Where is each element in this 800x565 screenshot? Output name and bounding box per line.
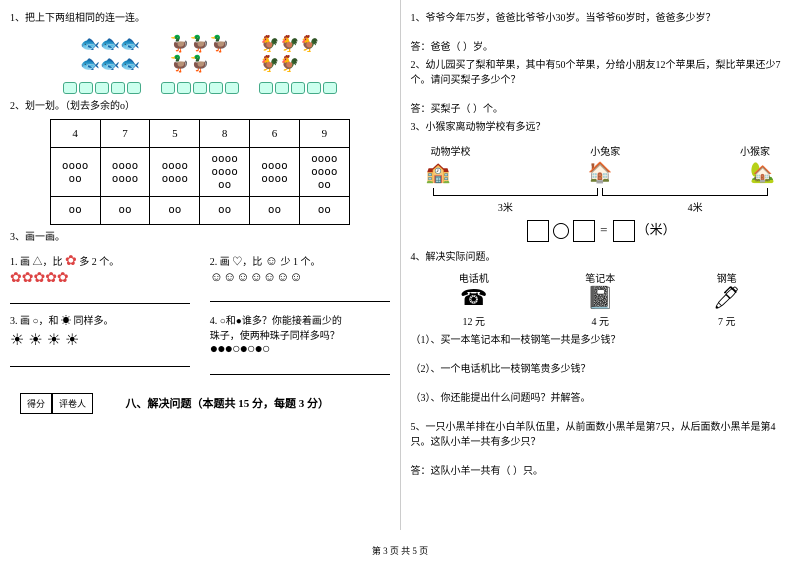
cell: oooooooo xyxy=(250,148,300,197)
chicken-icon: 🐓🐓🐓🐓🐓 xyxy=(260,34,320,74)
q3-text: 3、画一画。 xyxy=(10,230,390,245)
left-column: 1、把上下两组相同的连一连。 🐟🐟🐟🐟🐟🐟 🦆🦆🦆🦆🦆 🐓🐓🐓🐓🐓 2、划一划。… xyxy=(0,0,400,530)
place-monkey: 小猴家 xyxy=(740,143,770,158)
place-school: 动物学校 xyxy=(431,143,471,158)
rq1: 1、爷爷今年75岁，爸爸比爷爷小30岁。当爷爷60岁时，爸爸多少岁？ xyxy=(411,11,791,26)
item3-name: 钢笔 xyxy=(664,270,791,285)
flowers-row: ✿✿✿✿✿ xyxy=(10,270,190,287)
item1-price: 12 元 xyxy=(411,313,538,328)
th-3: 5 xyxy=(150,120,200,148)
rabbit-house-icon: 🏠 xyxy=(588,160,613,185)
pen-icon: 🖊 xyxy=(664,285,791,313)
answer-line xyxy=(210,288,390,302)
duck-icon: 🦆🦆🦆🦆🦆 xyxy=(170,34,230,74)
phone-icon: ☎ xyxy=(411,285,538,313)
q1-text: 1、把上下两组相同的连一连。 xyxy=(10,11,390,26)
smiles-row: ☺☺☺☺☺☺☺ xyxy=(210,269,390,285)
notebook-icon: 📓 xyxy=(537,285,664,313)
distance-1: 3米 xyxy=(498,199,513,214)
q2-text: 2、划一划。（划去多余的o） xyxy=(10,99,390,114)
rq4-1: （1）、买一本笔记本和一枝钢笔一共是多少钱？ xyxy=(411,333,791,348)
flower-icon: ✿ xyxy=(65,254,77,269)
cell: oo xyxy=(50,196,100,224)
beads-row: ●●●○●○●○ xyxy=(210,342,390,358)
item2-price: 4 元 xyxy=(537,313,664,328)
item1-name: 电话机 xyxy=(411,270,538,285)
draw2-text: 2. 画 ♡，比 ☺ 少 1 个。 xyxy=(210,253,390,269)
ra2: 答：买梨子（ ）个。 xyxy=(411,102,791,117)
stars-row: ☀ ☀ ☀ ☀ xyxy=(10,330,190,350)
cell: oo xyxy=(200,196,250,224)
cell: oo xyxy=(150,196,200,224)
cell: oo xyxy=(250,196,300,224)
th-1: 4 xyxy=(50,120,100,148)
box-groups xyxy=(10,82,390,94)
cell: oooooooooo xyxy=(200,148,250,197)
rq2: 2、幼儿园买了梨和苹果，其中有50个苹果，分给小朋友12个苹果后，梨比苹果还少7… xyxy=(411,58,791,88)
draw4-text2: 珠子，使两种珠子同样多吗？ xyxy=(210,327,390,342)
smile-icon: ☺ xyxy=(265,253,278,268)
monkey-house-icon: 🏡 xyxy=(750,160,775,185)
item3-price: 7 元 xyxy=(664,313,791,328)
equation-boxes: = （米） xyxy=(411,219,791,242)
th-4: 8 xyxy=(200,120,250,148)
score-box: 得分 评卷人 xyxy=(20,393,93,414)
distance-diagram: 动物学校 小兔家 小猴家 🏫 🏠 🏡 3米 4米 = （米） xyxy=(411,143,791,242)
cell: oooooooo xyxy=(150,148,200,197)
rq4: 4、解决实际问题。 xyxy=(411,250,791,265)
star-icon: ☀ xyxy=(61,316,71,327)
distance-2: 4米 xyxy=(688,199,703,214)
cell: oooooooooo xyxy=(299,148,349,197)
draw3-text: 3. 画 ○，和 ☀ 同样多。 xyxy=(10,312,190,327)
th-5: 6 xyxy=(250,120,300,148)
draw-row-1: 1. 画 △，比 ✿ 多 2 个。 ✿✿✿✿✿ 2. 画 ♡，比 ☺ 少 1 个… xyxy=(10,253,390,304)
th-6: 9 xyxy=(299,120,349,148)
cell: oo xyxy=(100,196,150,224)
rq4-2: （2）、一个电话机比一枝钢笔贵多少钱？ xyxy=(411,362,791,377)
answer-line xyxy=(10,290,190,304)
th-2: 7 xyxy=(100,120,150,148)
fish-icon: 🐟🐟🐟🐟🐟🐟 xyxy=(80,34,140,74)
animal-groups: 🐟🐟🐟🐟🐟🐟 🦆🦆🦆🦆🦆 🐓🐓🐓🐓🐓 xyxy=(10,34,390,74)
answer-line xyxy=(210,361,390,375)
items-row: 电话机 ☎ 12 元 笔记本 📓 4 元 钢笔 🖊 7 元 xyxy=(411,270,791,328)
right-column: 1、爷爷今年75岁，爸爸比爷爷小30岁。当爷爷60岁时，爸爸多少岁？ 答：爸爸（… xyxy=(401,0,800,530)
answer-line xyxy=(10,353,190,367)
cell: oo xyxy=(299,196,349,224)
item2-name: 笔记本 xyxy=(537,270,664,285)
draw4-text: 4. ○和●谁多？你能接着画少的 xyxy=(210,312,390,327)
school-icon: 🏫 xyxy=(426,160,451,185)
ra5: 答：这队小羊一共有（ ）只。 xyxy=(411,464,791,479)
rq3: 3、小猴家离动物学校有多远？ xyxy=(411,120,791,135)
rq4-3: （3）、你还能提出什么问题吗？并解答。 xyxy=(411,391,791,406)
page-footer: 第 3 页 共 5 页 xyxy=(0,544,800,557)
ra1: 答：爸爸（ ）岁。 xyxy=(411,40,791,55)
grader-label: 评卷人 xyxy=(52,393,93,414)
section-8-title: 八、解决问题（本题共 15 分，每题 3 分） xyxy=(126,395,330,411)
number-table: 4 7 5 8 6 9 oooooo oooooooo oooooooo ooo… xyxy=(50,119,350,225)
score-label: 得分 xyxy=(20,393,52,414)
cell: oooooooo xyxy=(100,148,150,197)
rq5: 5、一只小黑羊排在小白羊队伍里，从前面数小黑羊是第7只，从后面数小黑羊是第4只。… xyxy=(411,420,791,450)
place-rabbit: 小兔家 xyxy=(590,143,620,158)
draw-row-2: 3. 画 ○，和 ☀ 同样多。 ☀ ☀ ☀ ☀ 4. ○和●谁多？你能接着画少的… xyxy=(10,312,390,375)
draw1-text: 1. 画 △，比 ✿ 多 2 个。 xyxy=(10,253,190,270)
cell: oooooo xyxy=(50,148,100,197)
